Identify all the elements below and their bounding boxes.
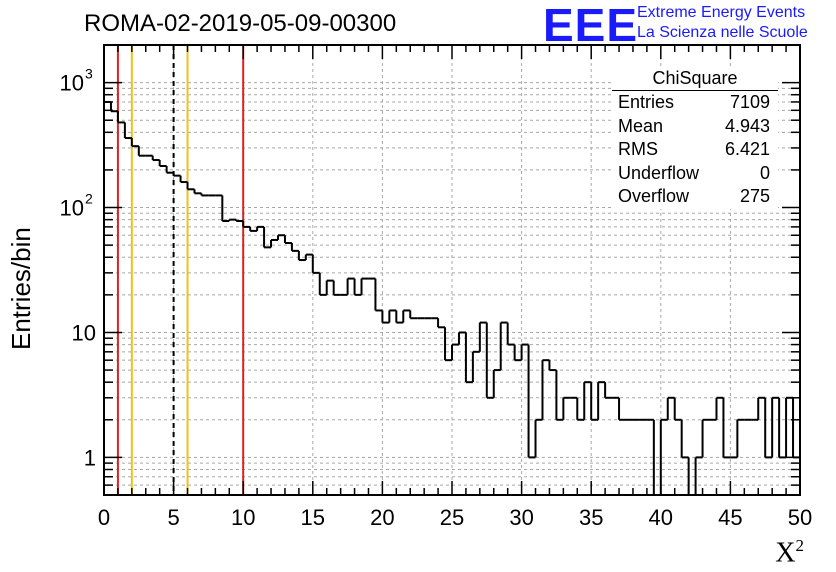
stats-box: ChiSquare Entries 7109 Mean 4.943 RMS 6.… <box>612 66 778 209</box>
stats-label: Overflow <box>618 186 690 206</box>
marker-lines <box>116 45 245 495</box>
stats-value: 4.943 <box>724 115 770 136</box>
stats-row-mean: Mean 4.943 <box>612 115 778 139</box>
y-tick-label: 1 <box>84 445 96 470</box>
stats-label: Mean <box>618 115 664 136</box>
x-axis-ticks: 0 5 10 15 20 25 30 35 40 45 50 <box>98 45 812 530</box>
stats-label: RMS <box>618 139 658 159</box>
x-tick-label: 40 <box>649 505 673 530</box>
stats-row-rms: RMS 6.421 <box>612 138 778 162</box>
x-tick-label: 10 <box>231 505 255 530</box>
x-tick-label: 50 <box>788 505 812 530</box>
y-tick-label: 10 <box>60 71 84 96</box>
x-tick-label: 25 <box>440 505 464 530</box>
y-tick-exponent: 3 <box>85 66 93 82</box>
stats-value: 7109 <box>729 92 770 112</box>
x-axis-label-superscript: 2 <box>795 536 805 555</box>
x-tick-label: 0 <box>98 505 110 530</box>
y-tick-label: 10 <box>72 320 96 345</box>
x-tick-label: 45 <box>718 505 742 530</box>
x-axis-label: X2 <box>775 536 804 569</box>
logo-line-2: La Scienza nelle Scuole <box>637 24 808 41</box>
stats-value: 275 <box>739 186 770 206</box>
plot-title: ROMA-02-2019-05-09-00300 <box>84 10 397 37</box>
logo-line-1: Extreme Energy Events <box>637 4 806 21</box>
y-axis-label: Entries/bin <box>6 227 36 350</box>
stats-label: Underflow <box>618 162 700 183</box>
x-tick-label: 35 <box>579 505 603 530</box>
stats-label: Entries <box>618 92 675 112</box>
stats-row-underflow: Underflow 0 <box>612 162 778 186</box>
y-tick-exponent: 2 <box>85 191 93 207</box>
x-axis-label-text: X <box>775 537 796 569</box>
grid <box>104 45 800 495</box>
stats-value: 6.421 <box>724 139 770 159</box>
stats-row-overflow: Overflow 275 <box>612 185 778 209</box>
stats-value: 0 <box>759 162 770 183</box>
histogram-series <box>103 100 800 496</box>
x-tick-label: 5 <box>167 505 179 530</box>
y-tick-label: 10 <box>60 196 84 221</box>
x-tick-label: 20 <box>370 505 394 530</box>
stats-box-name: ChiSquare <box>612 66 778 91</box>
stats-row-entries: Entries 7109 <box>612 91 778 115</box>
x-tick-label: 15 <box>301 505 325 530</box>
eee-logo: EEE <box>543 0 639 51</box>
x-tick-label: 30 <box>509 505 533 530</box>
